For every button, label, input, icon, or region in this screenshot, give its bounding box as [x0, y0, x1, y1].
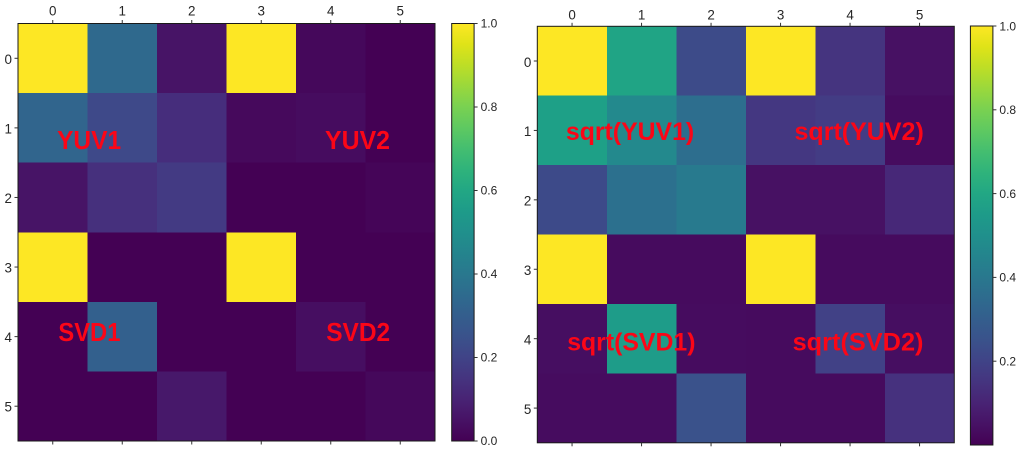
svg-text:0.8: 0.8 — [999, 103, 1016, 117]
svg-text:0.4: 0.4 — [481, 267, 498, 281]
svg-text:4: 4 — [5, 330, 13, 345]
svg-text:3: 3 — [5, 261, 12, 276]
svg-text:0.6: 0.6 — [999, 187, 1016, 201]
svg-text:1: 1 — [119, 4, 126, 19]
svg-text:0: 0 — [5, 52, 12, 67]
svg-text:0.2: 0.2 — [481, 350, 498, 364]
svg-text:5: 5 — [397, 4, 404, 19]
svg-text:SVD1: SVD1 — [58, 319, 120, 347]
svg-text:0.0: 0.0 — [481, 434, 498, 448]
svg-text:5: 5 — [916, 8, 923, 23]
svg-text:1.0: 1.0 — [481, 16, 498, 30]
svg-text:sqrt(YUV1): sqrt(YUV1) — [566, 118, 694, 146]
svg-text:1: 1 — [5, 121, 12, 136]
svg-text:0: 0 — [524, 55, 531, 70]
svg-text:3: 3 — [777, 8, 784, 23]
svg-text:2: 2 — [188, 4, 195, 19]
svg-text:1: 1 — [524, 124, 531, 139]
svg-text:3: 3 — [524, 263, 531, 278]
svg-text:2: 2 — [524, 194, 531, 209]
svg-text:4: 4 — [846, 8, 854, 23]
svg-text:0.4: 0.4 — [999, 271, 1016, 285]
svg-text:1.0: 1.0 — [999, 19, 1016, 33]
svg-text:2: 2 — [707, 8, 714, 23]
svg-text:5: 5 — [5, 400, 12, 415]
svg-text:YUV2: YUV2 — [325, 127, 390, 155]
svg-text:0.2: 0.2 — [999, 355, 1016, 369]
svg-text:4: 4 — [524, 332, 532, 347]
svg-text:5: 5 — [524, 402, 531, 417]
svg-text:4: 4 — [327, 4, 335, 19]
svg-text:0.6: 0.6 — [481, 183, 498, 197]
svg-text:0: 0 — [568, 8, 575, 23]
svg-text:sqrt(YUV2): sqrt(YUV2) — [795, 118, 924, 146]
svg-text:sqrt(SVD2): sqrt(SVD2) — [793, 328, 924, 356]
svg-text:SVD2: SVD2 — [326, 319, 390, 347]
svg-text:0.8: 0.8 — [481, 100, 498, 114]
svg-text:0: 0 — [49, 4, 56, 19]
svg-text:2: 2 — [5, 191, 12, 206]
svg-text:YUV1: YUV1 — [57, 127, 121, 155]
svg-text:3: 3 — [258, 4, 265, 19]
svg-text:sqrt(SVD1): sqrt(SVD1) — [567, 328, 695, 356]
svg-text:1: 1 — [638, 8, 645, 23]
